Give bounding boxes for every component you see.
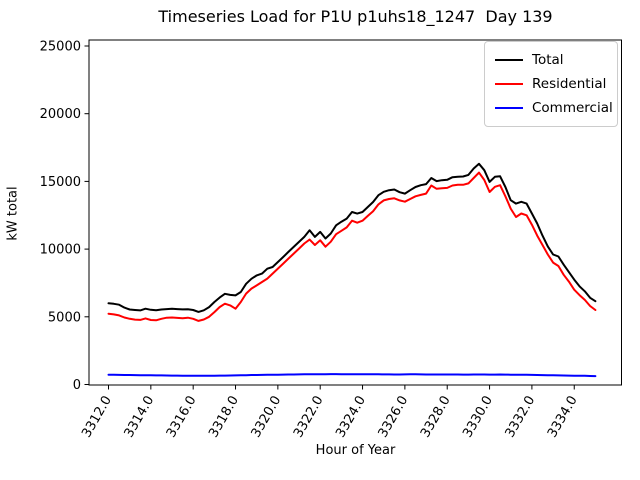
x-tick-label: 3314.0 <box>122 394 158 441</box>
x-tick-label: 3312.0 <box>79 394 115 441</box>
y-tick-label: 5000 <box>48 310 81 325</box>
y-axis-label: kW total <box>5 186 21 241</box>
x-tick-label: 3330.0 <box>460 394 496 441</box>
x-tick-label: 3322.0 <box>291 394 327 441</box>
x-tick-label: 3328.0 <box>418 394 454 441</box>
x-tick-label: 3316.0 <box>164 394 200 441</box>
x-tick-label: 3318.0 <box>206 394 242 441</box>
legend-label-commercial: Commercial <box>532 100 613 116</box>
x-tick-label: 3320.0 <box>249 394 285 441</box>
x-tick-label: 3324.0 <box>333 394 369 441</box>
legend-line-residential <box>495 82 523 86</box>
x-axis-label: Hour of Year <box>315 443 396 458</box>
legend: Total Residential Commercial <box>484 41 618 127</box>
series-line-residential <box>107 171 597 322</box>
axes-spines <box>88 39 622 386</box>
y-tick-label: 10000 <box>40 243 81 258</box>
y-tick-label: 15000 <box>40 175 81 190</box>
legend-label-total: Total <box>532 52 564 68</box>
y-tick-label: 25000 <box>40 40 81 55</box>
y-tick-label: 20000 <box>40 107 81 122</box>
y-tick-label: 0 <box>73 378 81 393</box>
x-tick-label: 3332.0 <box>503 394 539 441</box>
legend-label-residential: Residential <box>532 76 607 92</box>
series-line-total <box>107 162 597 313</box>
legend-line-commercial <box>495 106 523 110</box>
chart-title: Timeseries Load for P1U p1uhs18_1247 Day… <box>158 7 553 26</box>
x-tick-label: 3334.0 <box>545 394 581 441</box>
legend-line-total <box>495 58 523 62</box>
legend-item-total: Total <box>495 48 607 72</box>
legend-item-residential: Residential <box>495 72 607 96</box>
x-tick-label: 3326.0 <box>376 394 412 441</box>
legend-item-commercial: Commercial <box>495 96 613 120</box>
series-line-commercial <box>107 373 597 378</box>
